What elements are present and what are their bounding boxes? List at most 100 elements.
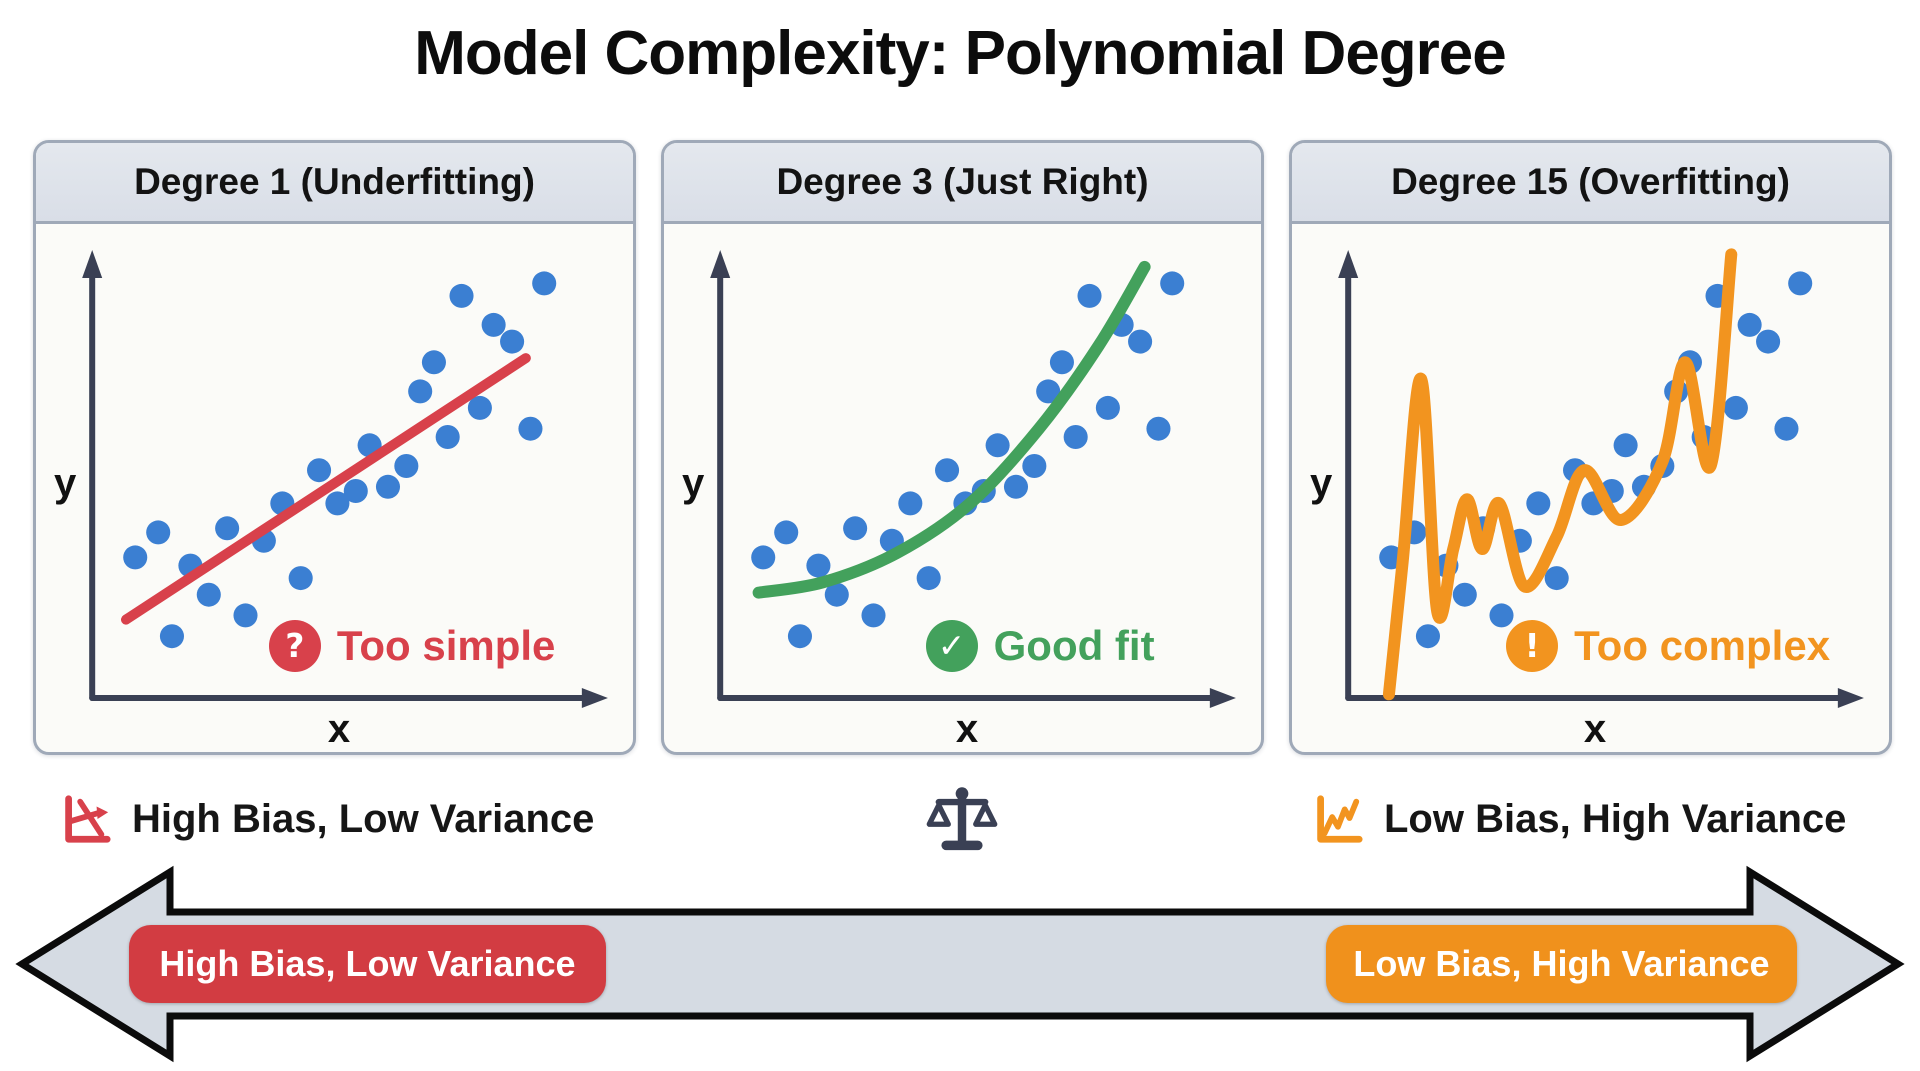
- scatter-point: [1049, 350, 1074, 375]
- overfitting-status: ! Too complex: [1459, 620, 1877, 672]
- caption-high-variance-label: Low Bias, High Variance: [1384, 796, 1847, 841]
- caption-high-variance: Low Bias, High Variance: [1310, 789, 1846, 849]
- just-right-scatter-chart: yx: [682, 250, 1236, 751]
- scatter-point: [467, 395, 492, 420]
- overfitting-scatter-chart: yx: [1310, 248, 1864, 751]
- scatter-point: [1077, 283, 1102, 308]
- scatter-point: [1613, 433, 1638, 458]
- exclamation-circle-icon: !: [1506, 620, 1559, 672]
- underfitting-status: ? Too simple: [203, 620, 621, 672]
- scatter-point: [806, 553, 831, 578]
- scatter-point: [898, 491, 923, 516]
- scatter-point: [421, 350, 446, 375]
- scatter-point: [787, 624, 812, 649]
- scatter-point: [518, 416, 543, 441]
- panel-just-right-header: Degree 3 (Just Right): [664, 143, 1261, 224]
- scatter-point: [1095, 395, 1120, 420]
- y-axis-label: y: [682, 461, 705, 505]
- panel-overfitting-title: Degree 15 (Overfitting): [1391, 161, 1790, 202]
- scatter-point: [751, 545, 776, 570]
- scatter-point: [288, 566, 313, 591]
- y-axis-label: y: [1310, 461, 1333, 505]
- scatter-point: [1415, 624, 1440, 649]
- x-axis-label: x: [1584, 707, 1606, 751]
- scatter-point: [1489, 603, 1514, 628]
- zigzag-chart-icon: [1317, 795, 1363, 843]
- panel-just-right-title: Degree 3 (Just Right): [776, 161, 1149, 202]
- scatter-point: [196, 582, 221, 607]
- double-arrow-shape: [15, 865, 1905, 1063]
- scatter-point: [123, 545, 148, 570]
- scatter-point: [215, 516, 240, 541]
- just-right-status-label: Good fit: [993, 622, 1155, 669]
- panel-underfitting-title: Degree 1 (Underfitting): [134, 161, 535, 202]
- scatter-point: [1146, 416, 1171, 441]
- scatter-point: [233, 603, 258, 628]
- scatter-point: [532, 271, 557, 296]
- scatter-point: [394, 454, 419, 478]
- scatter-point: [774, 520, 799, 545]
- double-arrow-polygon: [15, 865, 1905, 1063]
- caption-balance: [924, 785, 1000, 855]
- scatter-point: [343, 479, 368, 503]
- just-right-status: ✓ Good fit: [831, 620, 1249, 672]
- caption-high-bias: High Bias, Low Variance: [58, 789, 594, 849]
- y-axis-arrow: [1338, 250, 1359, 278]
- scatter-point: [1526, 491, 1551, 516]
- question-circle-icon: ?: [268, 620, 321, 672]
- check-circle-icon: ✓: [925, 620, 978, 672]
- scatter-point: [1063, 425, 1088, 449]
- fit-curve: [752, 260, 1151, 599]
- scatter-point: [325, 491, 350, 516]
- scatter-point: [159, 624, 184, 649]
- underfitting-status-label: Too simple: [336, 622, 556, 669]
- scatter-point: [1022, 454, 1047, 478]
- scatter-point: [1756, 329, 1781, 354]
- scatter-point: [481, 312, 506, 337]
- underfitting-scatter-chart: yx: [54, 250, 608, 751]
- scatter-point: [375, 474, 401, 499]
- scatter-point: [824, 582, 849, 607]
- scatter-point: [1737, 312, 1762, 337]
- scatter-point: [985, 433, 1010, 458]
- fit-curve: [120, 353, 531, 625]
- scatter-point: [1128, 329, 1153, 354]
- scatter-point: [1544, 566, 1569, 591]
- captions-row: High Bias, Low Variance Low Bias, High V…: [0, 783, 1920, 867]
- scatter-point: [916, 566, 941, 591]
- check-glyph: ✓: [937, 625, 966, 665]
- x-axis-label: x: [956, 707, 978, 751]
- scatter-point: [861, 603, 886, 628]
- scatter-point: [1003, 474, 1029, 499]
- panel-underfitting-header: Degree 1 (Underfitting): [36, 143, 633, 224]
- overfitting-status-label: Too complex: [1574, 622, 1831, 669]
- scatter-point: [307, 458, 332, 483]
- scatter-point: [1160, 271, 1185, 296]
- y-axis-arrow: [82, 250, 103, 278]
- high-variance-badge: Low Bias, High Variance: [1326, 925, 1797, 1003]
- question-glyph: ?: [285, 625, 305, 665]
- scatter-point: [1723, 395, 1748, 420]
- declining-chart-icon: [65, 795, 111, 843]
- scatter-point: [146, 520, 171, 545]
- scatter-point: [843, 516, 868, 541]
- x-axis-label: x: [328, 707, 350, 751]
- scatter-point: [935, 458, 960, 483]
- y-axis-arrow: [710, 250, 731, 278]
- y-axis-label: y: [54, 461, 77, 505]
- complexity-spectrum-arrow: High Bias, Low Variance Low Bias, High V…: [0, 860, 1920, 1071]
- scatter-point: [1452, 582, 1477, 607]
- scatter-point: [408, 379, 433, 404]
- scatter-point: [1036, 379, 1061, 404]
- page-title: Model Complexity: Polynomial Degree: [414, 19, 1507, 88]
- caption-high-bias-label: High Bias, Low Variance: [132, 796, 595, 841]
- scatter-point: [1788, 271, 1813, 296]
- fit-curve: [1382, 248, 1738, 701]
- scatter-point: [435, 425, 460, 449]
